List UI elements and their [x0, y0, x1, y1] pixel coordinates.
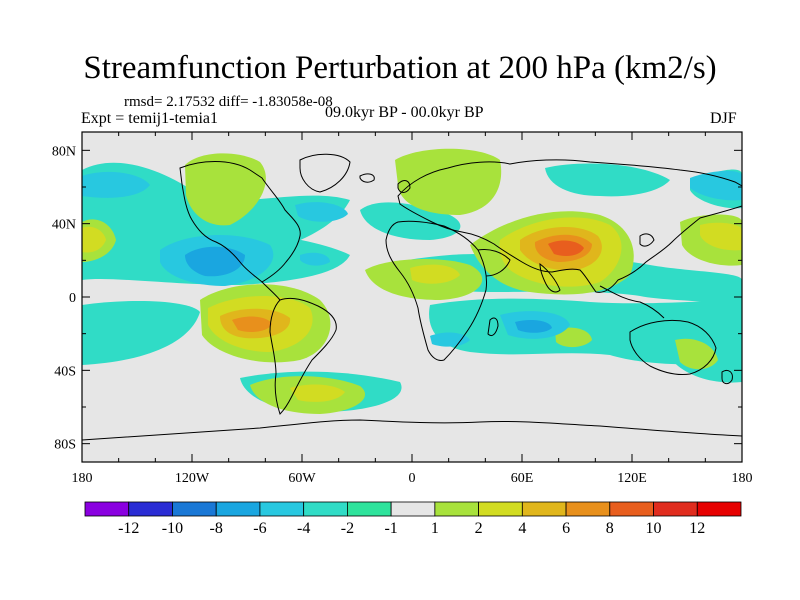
colorbar-swatch [346, 501, 392, 517]
colorbar-swatch [434, 501, 480, 517]
colorbar-swatch [609, 501, 654, 517]
contour-region [185, 153, 266, 226]
coastline-australia [629, 319, 717, 375]
contour-region [430, 332, 470, 347]
colorbar-label: -4 [297, 520, 310, 537]
contour-region [300, 252, 330, 266]
colorbar-label: -10 [162, 520, 183, 537]
x-tick-label: 120W [175, 471, 210, 486]
colorbar-label: -12 [118, 520, 139, 537]
colorbar-label: 1 [431, 520, 439, 537]
coastline-southeast-asia [599, 285, 665, 319]
contour-region [290, 384, 345, 402]
contour-fills [82, 148, 742, 414]
colorbar-swatch [172, 501, 217, 517]
colorbar-swatch [565, 501, 611, 517]
contour-region [548, 240, 584, 256]
x-tick-label: 180 [732, 471, 753, 486]
contour-region [82, 226, 106, 253]
x-tick-label: 60E [511, 471, 534, 486]
coastline-arabia [477, 249, 511, 277]
contour-region [82, 171, 150, 198]
colorbar-label: -2 [341, 520, 354, 537]
colorbar-label: 10 [646, 520, 662, 537]
contour-region [700, 222, 742, 251]
coastline-greenland [299, 153, 351, 193]
colorbar-swatch [128, 501, 173, 517]
plot-title: Streamfunction Perturbation at 200 hPa (… [83, 50, 717, 86]
y-tick-label: 0 [69, 291, 76, 306]
coastline-eurasia [397, 159, 742, 293]
coastline-south-america [269, 297, 337, 415]
colorbar-label: 4 [518, 520, 526, 537]
y-axis: 80N 40N 0 40S 80S [52, 144, 742, 453]
y-tick-label: 40S [54, 364, 76, 379]
colorbar-label: 12 [689, 520, 705, 537]
colorbar-swatch [259, 501, 305, 517]
season-label: DJF [710, 110, 737, 127]
y-tick-label: 80S [54, 438, 76, 453]
coastline-japan [639, 233, 655, 247]
contour-region [410, 264, 460, 284]
contour-region [185, 246, 245, 277]
y-tick-label: 40N [52, 218, 76, 233]
experiment-label: Expt = temij1-temia1 [81, 110, 218, 127]
coastline-uk [397, 180, 411, 193]
coastline-north-america [179, 161, 301, 283]
colorbar-swatch [303, 501, 348, 517]
coastline-new-zealand [721, 369, 733, 385]
colorbar-swatch [215, 501, 261, 517]
colorbar-swatch [696, 501, 742, 517]
contour-region [395, 148, 502, 215]
x-tick-label: 0 [409, 471, 416, 486]
colorbar: -12 -10 -8 -6 -4 -2 -1 1 2 4 6 8 10 12 [84, 501, 742, 537]
x-tick-label: 60W [288, 471, 316, 486]
coastline-central-america [261, 281, 281, 301]
coastline-madagascar [487, 317, 499, 337]
stats-text: rmsd= 2.17532 diff= -1.83058e-08 [124, 94, 333, 110]
contour-region [232, 316, 272, 332]
contour-region [675, 338, 718, 370]
x-tick-label: 120E [617, 471, 647, 486]
colorbar-label: 6 [562, 520, 570, 537]
colorbar-swatch [521, 501, 567, 517]
x-axis: 180 120W 60W 0 60E 120E 180 [72, 132, 753, 486]
colorbar-swatch [390, 501, 436, 517]
colorbar-swatch [84, 501, 130, 517]
colorbar-label: -8 [210, 520, 223, 537]
contour-region [545, 163, 670, 197]
y-tick-label: 80N [52, 144, 76, 159]
coastline-india [539, 262, 561, 293]
coastline-iceland [359, 173, 375, 183]
colorbar-label: 2 [475, 520, 483, 537]
colorbar-label: -1 [384, 520, 397, 537]
period-label: 09.0kyr BP - 00.0kyr BP [325, 104, 484, 121]
x-tick-label: 180 [72, 471, 93, 486]
contour-region [82, 300, 200, 365]
coastline-antarctica [82, 419, 742, 441]
colorbar-label: 8 [606, 520, 614, 537]
colorbar-label: -6 [253, 520, 266, 537]
coastlines [82, 153, 742, 441]
colorbar-swatch [478, 501, 523, 517]
contour-region [515, 320, 552, 333]
coastline-africa [385, 220, 487, 361]
contour-region [295, 202, 348, 222]
contour-region [555, 327, 592, 348]
contour-region [690, 170, 742, 201]
colorbar-swatch [653, 501, 698, 517]
